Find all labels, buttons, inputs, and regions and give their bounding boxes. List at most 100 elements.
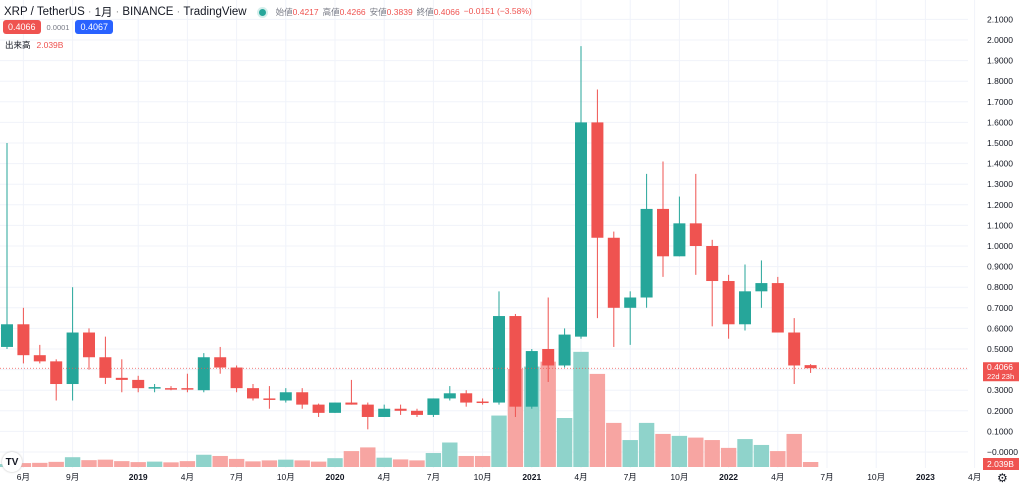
volume-tag [983, 458, 1019, 470]
volume-bar [737, 439, 753, 467]
high-label: 高値 [322, 7, 340, 17]
candle-body [460, 393, 473, 403]
x-tick-label: 9月 [66, 472, 79, 482]
candle-body [411, 410, 423, 415]
volume-bar [48, 461, 64, 467]
candle-body [132, 379, 145, 389]
y-tick-label: 1.6000 [987, 117, 1013, 127]
candle-body [640, 208, 653, 298]
volume-bar [310, 461, 327, 467]
tradingview-logo-icon[interactable]: TV [2, 452, 22, 472]
x-tick-label: 2022 [719, 472, 738, 482]
candle-body [66, 332, 79, 385]
candle-body [230, 367, 243, 389]
volume-bar [146, 461, 163, 467]
volume-bar [491, 415, 507, 467]
candle-body [115, 377, 128, 380]
candle-body [1, 324, 13, 347]
x-tick-label: 4月 [574, 472, 587, 482]
candle-body [148, 387, 161, 389]
volume-bar [770, 451, 786, 467]
symbol-title[interactable]: XRP / TetherUS [4, 6, 85, 18]
candle-body [99, 357, 112, 378]
volume-bar [343, 451, 360, 467]
close-value: 0.4066 [433, 7, 460, 17]
volume-bar [704, 440, 720, 467]
volume-bar [688, 437, 704, 467]
exchange-label: BINANCE [122, 6, 174, 18]
candle-body [181, 388, 194, 390]
volume-bar [81, 460, 97, 467]
volume-bar [573, 351, 589, 467]
y-tick-label: 1.8000 [987, 76, 1013, 86]
candle-body [509, 316, 522, 407]
volume-bar [425, 453, 442, 467]
close-label: 終値 [416, 7, 434, 17]
candle-body [706, 246, 719, 282]
y-tick-label: 1.4000 [987, 159, 1013, 169]
volume-bar [606, 422, 622, 467]
x-tick-label: 7月 [624, 472, 637, 482]
candle-body [624, 297, 637, 308]
candle-body [247, 388, 259, 399]
y-tick-label: 0.8000 [987, 282, 1013, 292]
volume-bar [64, 457, 81, 467]
x-tick-label: 2023 [916, 472, 935, 482]
candle-body [50, 361, 63, 385]
volume-bar [261, 460, 278, 467]
volume-bar [622, 440, 638, 467]
volume-bar [294, 460, 310, 467]
volume-bar [212, 455, 228, 467]
volume-bar [196, 454, 212, 467]
candle-body [607, 237, 620, 308]
x-tick-label: 10月 [670, 472, 688, 482]
volume-bar [130, 462, 146, 467]
x-tick-label: 2020 [326, 472, 345, 482]
candle-body [263, 398, 276, 400]
candle-body [542, 349, 555, 366]
y-tick-label: −0.0000 [987, 447, 1018, 457]
candle-body [361, 404, 374, 417]
settings-gear-icon[interactable]: ⚙ [997, 471, 1008, 485]
open-value: 0.4217 [292, 7, 319, 17]
candle-body [83, 332, 95, 358]
price-tag [983, 362, 1019, 382]
y-tick-label: 1.3000 [987, 179, 1013, 189]
y-tick-label: 1.1000 [987, 220, 1013, 230]
volume-bar [720, 447, 737, 467]
y-tick-label: 2.1000 [987, 14, 1013, 24]
x-tick-label: 10月 [474, 472, 492, 482]
volume-bar [32, 462, 48, 467]
candle-body [739, 291, 751, 325]
interval-label[interactable]: 1月 [94, 7, 113, 19]
price-tag-countdown: 22d 23h [987, 372, 1014, 381]
market-status-icon [258, 8, 266, 16]
change-value: −0.0151 (−3.58%) [463, 6, 532, 16]
candle-body [788, 332, 801, 366]
buy-button[interactable]: 0.4067 [75, 20, 114, 34]
volume-bar [540, 361, 556, 467]
volume-bar [753, 444, 770, 467]
y-tick-label: 2.0000 [987, 35, 1013, 45]
high-value: 0.4266 [339, 7, 366, 17]
candle-body [329, 402, 341, 413]
candle-body [165, 388, 177, 390]
y-tick-label: 1.9000 [987, 56, 1013, 66]
y-tick-label: 0.9000 [987, 262, 1013, 272]
candle-body [197, 357, 210, 391]
volume-bar [163, 462, 179, 467]
candle-body [575, 122, 587, 337]
candle-body [755, 283, 768, 292]
candle-body [443, 393, 456, 399]
x-tick-label: 4月 [968, 472, 981, 482]
candle-body [804, 365, 817, 369]
volume-bar [360, 447, 376, 467]
x-tick-label: 6月 [17, 472, 30, 482]
sell-button[interactable]: 0.4066 [3, 20, 41, 34]
ohlc-legend: 始値0.4217 高値0.4266 安値0.3839 終値0.4066 −0.0… [276, 6, 532, 18]
spread-value: 0.0001 [46, 22, 70, 32]
candle-body [525, 351, 538, 407]
y-tick-label: 0.2000 [987, 406, 1013, 416]
x-tick-label: 7月 [427, 472, 440, 482]
